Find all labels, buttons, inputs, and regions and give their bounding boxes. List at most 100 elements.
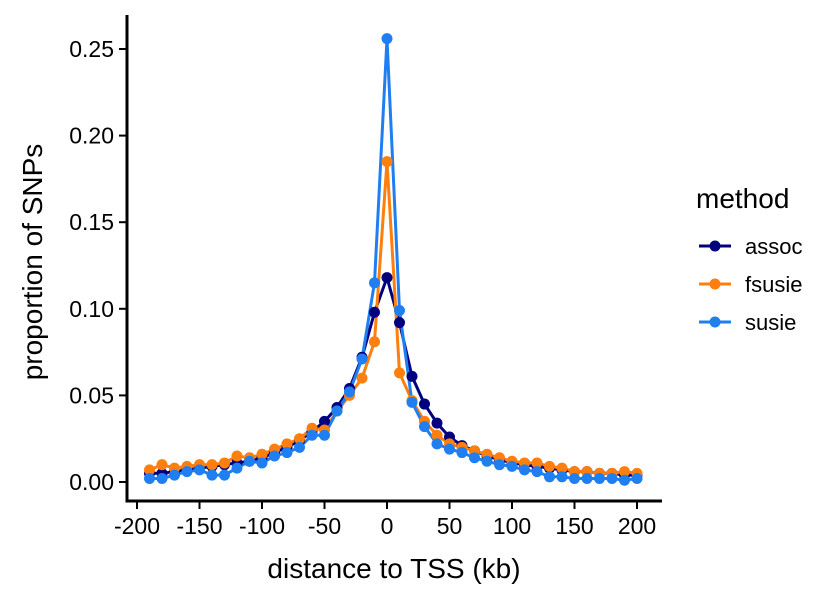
legend-items: assoc fsusie susie [699, 234, 802, 335]
point-susie [269, 450, 280, 462]
legend-key-point [709, 316, 721, 328]
point-susie [481, 455, 493, 467]
legend-key-point [709, 278, 721, 290]
point-susie [606, 473, 618, 485]
point-susie [556, 471, 568, 483]
legend-title: method [696, 183, 789, 214]
x-tick-label: 0 [381, 513, 394, 539]
point-susie [531, 466, 543, 478]
legend-item-assoc: assoc [699, 234, 802, 259]
point-susie [206, 469, 218, 481]
x-tick-label: 50 [437, 513, 463, 539]
plot-area [144, 33, 643, 486]
point-susie [631, 473, 643, 485]
point-susie [144, 473, 155, 485]
legend-label: assoc [745, 234, 802, 259]
x-tick-label: -200 [114, 513, 160, 539]
x-tick-label: -100 [239, 513, 285, 539]
point-fsusie [294, 433, 305, 445]
point-susie [231, 462, 243, 474]
point-susie [544, 471, 555, 483]
y-tick-label: 0.10 [69, 296, 114, 322]
point-susie [281, 447, 293, 459]
series-line-fsusie [148, 160, 638, 475]
point-susie [331, 405, 343, 417]
point-susie [506, 460, 518, 472]
point-susie [369, 277, 380, 289]
point-fsusie [544, 460, 555, 472]
point-fsusie [206, 459, 218, 471]
point-susie [494, 459, 505, 471]
point-fsusie [281, 438, 293, 450]
point-fsusie [256, 448, 268, 460]
point-susie [381, 33, 393, 45]
point-susie [519, 464, 530, 476]
point-susie [569, 473, 580, 485]
point-fsusie [556, 462, 568, 474]
x-tick-label: -150 [176, 513, 222, 539]
point-fsusie [219, 457, 230, 469]
y-tick-label: 0.05 [69, 382, 114, 408]
point-susie [294, 441, 305, 453]
point-assoc [369, 306, 380, 318]
point-fsusie [531, 457, 543, 469]
legend-item-susie: susie [699, 310, 796, 335]
point-fsusie [394, 367, 405, 379]
x-tick-label: 100 [493, 513, 531, 539]
point-fsusie [369, 336, 380, 348]
legend-key-point [709, 240, 721, 252]
point-susie [594, 473, 605, 485]
point-susie [431, 438, 443, 450]
point-susie [244, 455, 255, 467]
y-tick-label: 0.20 [69, 123, 114, 149]
point-susie [456, 447, 468, 459]
point-susie [181, 466, 193, 478]
series-line-assoc [149, 276, 637, 477]
point-susie [169, 469, 180, 481]
point-fsusie [231, 450, 243, 462]
point-assoc [406, 370, 418, 382]
point-susie [156, 473, 168, 485]
series-line-susie [149, 37, 638, 482]
point-susie [406, 396, 418, 408]
point-susie [219, 469, 230, 481]
point-susie [469, 452, 480, 464]
point-assoc [381, 272, 393, 284]
legend: method assoc fsusie susie [696, 183, 802, 335]
point-susie [394, 305, 405, 317]
point-susie [194, 464, 205, 476]
y-tick-label: 0.25 [69, 36, 114, 62]
point-assoc [431, 417, 443, 429]
point-susie [256, 457, 268, 469]
point-susie [306, 429, 318, 441]
x-axis: -200 -150 -100 -50 0 50 100 150 200 [114, 499, 662, 539]
y-tick-label: 0.00 [69, 469, 114, 495]
point-assoc [419, 398, 430, 410]
point-fsusie [431, 429, 443, 441]
y-axis: 0.00 0.05 0.10 0.15 0.20 0.25 [69, 15, 129, 503]
point-fsusie [156, 459, 168, 471]
point-fsusie [356, 372, 368, 384]
x-axis-title: distance to TSS (kb) [267, 553, 520, 584]
point-susie [356, 353, 368, 365]
point-fsusie [144, 464, 155, 476]
point-susie [581, 473, 593, 485]
point-fsusie [619, 466, 630, 478]
point-susie [419, 421, 430, 433]
x-tick-label: -50 [308, 513, 341, 539]
point-susie [444, 443, 455, 455]
y-tick-label: 0.15 [69, 209, 114, 235]
x-tick-label: 150 [555, 513, 593, 539]
point-assoc [394, 317, 405, 329]
point-susie [319, 429, 330, 441]
point-fsusie [381, 156, 393, 168]
legend-item-fsusie: fsusie [699, 272, 802, 297]
y-axis-title: proportion of SNPs [17, 144, 48, 381]
legend-label: susie [745, 310, 796, 335]
point-susie [619, 474, 630, 486]
legend-label: fsusie [745, 272, 802, 297]
point-susie [344, 386, 355, 398]
x-tick-label: 200 [618, 513, 656, 539]
point-assoc [319, 415, 330, 427]
